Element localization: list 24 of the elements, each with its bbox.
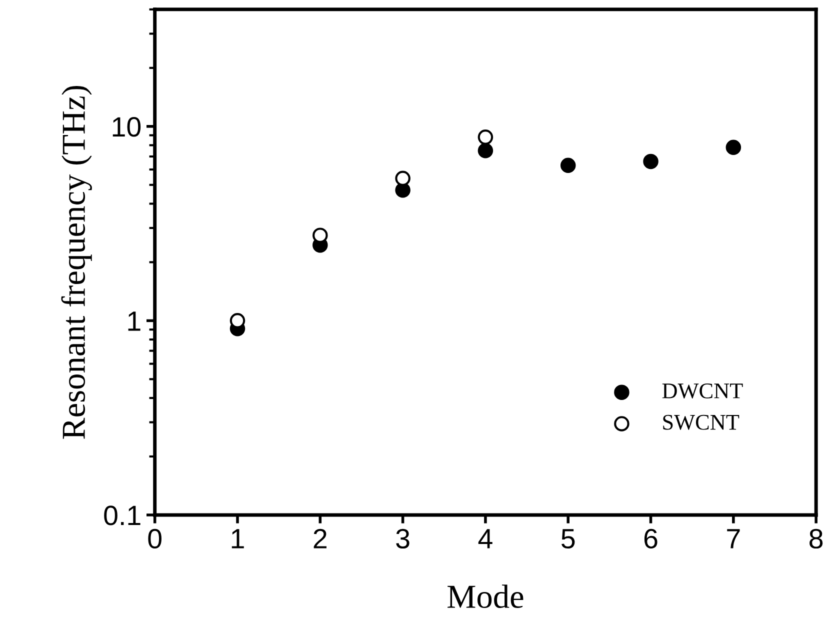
point <box>395 170 410 186</box>
point <box>312 228 328 243</box>
legend-label: DWCNT <box>662 383 743 398</box>
x-tick-label: 2 <box>314 528 326 548</box>
legend-label: SWCNT <box>663 414 740 430</box>
x-tick-label: 7 <box>727 529 740 548</box>
y-tick-label: 10 <box>112 117 141 137</box>
point <box>643 154 658 170</box>
point <box>560 158 576 174</box>
point <box>726 140 742 155</box>
y-tick-label: 0.1 <box>104 506 140 526</box>
point <box>478 130 494 145</box>
x-tick-label: 6 <box>644 528 658 549</box>
x-tick-label: 0 <box>148 528 162 549</box>
x-tick-label: 1 <box>232 529 244 548</box>
y-tick-label: 1 <box>128 312 140 331</box>
x-tick-label: 8 <box>810 528 823 549</box>
x-tick-label: 5 <box>562 529 575 549</box>
y-axis-title: Resonant frequency (THz) <box>61 86 92 439</box>
x-axis-title: Mode <box>448 584 524 608</box>
x-tick-label: 3 <box>396 528 410 549</box>
point <box>230 313 246 328</box>
point <box>478 143 494 158</box>
x-tick-label: 4 <box>478 529 492 548</box>
